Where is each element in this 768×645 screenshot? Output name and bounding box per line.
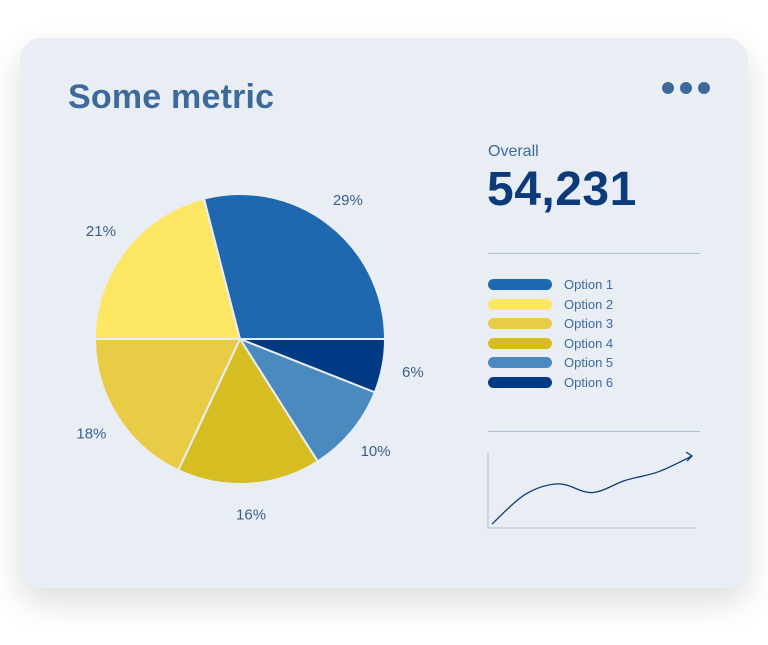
overall-value: 54,231 [487,163,637,216]
pie-slice-3[interactable] [94,338,241,472]
more-options-icon[interactable] [662,82,710,94]
legend-swatch [488,318,552,330]
legend-label: Option 5 [564,355,614,371]
legend-swatch [488,376,552,388]
sparkline-line [491,455,693,525]
sparkline-axes [487,452,696,529]
pie-value-label: 6% [402,364,424,381]
legend-label: Option 6 [564,374,614,390]
legend-item[interactable]: Option 4 [488,334,613,354]
pie-value-label: 21% [86,223,116,240]
legend-swatch [488,357,552,369]
pie-slice-4[interactable] [177,338,319,485]
legend-swatch [488,337,552,349]
legend-item[interactable]: Option 1 [488,275,613,295]
pie-value-label: 16% [236,507,266,524]
pie-slice-1[interactable] [202,193,386,340]
legend-item[interactable]: Option 5 [488,353,613,373]
more-dot [680,82,692,94]
pie-value-label: 18% [76,425,106,442]
legend-label: Option 1 [564,277,614,293]
pie-slice-5[interactable] [239,338,376,463]
legend-item[interactable]: Option 3 [488,314,613,334]
more-dot [662,82,674,94]
legend-label: Option 4 [564,335,614,351]
sparkline-chart [487,451,696,529]
legend: Option 1 Option 2 Option 3 Option 4 Option 5… [488,275,613,392]
metric-card: Some metric 6% 10% 16% 18% 21% 29% Overall 54… [20,38,748,588]
pie-value-label: 29% [333,192,363,209]
arrow-head-icon [685,451,694,462]
legend-label: Option 3 [564,316,614,332]
legend-swatch [488,298,552,310]
legend-swatch [488,279,552,291]
legend-label: Option 2 [564,296,614,312]
legend-item[interactable]: Option 2 [488,295,613,315]
pie-value-label: 10% [361,443,391,460]
pie-slice-2[interactable] [94,197,241,340]
legend-item[interactable]: Option 6 [488,373,613,393]
more-dot [698,82,710,94]
pie-chart: 6% 10% 16% 18% 21% 29% [76,192,424,524]
divider [488,253,700,254]
overall-label: Overall [488,143,539,160]
card-title: Some metric [68,78,275,116]
divider [488,431,700,432]
